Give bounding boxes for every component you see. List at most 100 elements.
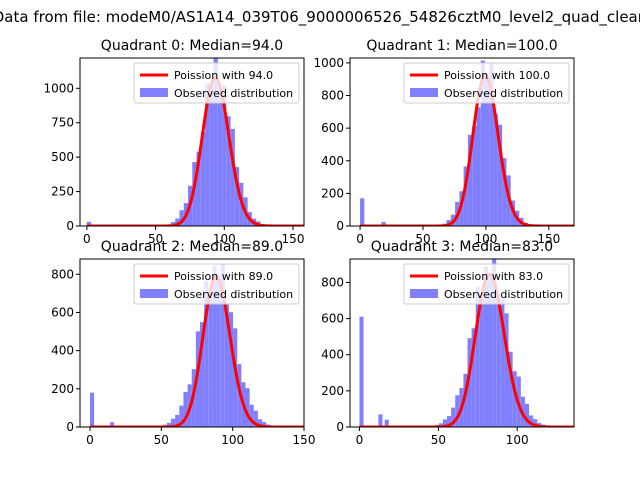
legend-bar-swatch (410, 289, 438, 298)
histogram-bar (171, 418, 176, 427)
histogram-bar (253, 410, 258, 427)
legend: Poission with 94.0 Observed distribution (133, 62, 300, 104)
x-tick-label: 150 (282, 232, 305, 246)
legend-label-poisson: Poission with 83.0 (444, 270, 543, 283)
quadrant-title: Quadrant 0: Median=94.0 (101, 38, 283, 54)
histogram-bar (208, 295, 213, 427)
axes-frame (349, 258, 575, 428)
histogram-bar (245, 388, 250, 427)
quadrant-2-panel: 0 50 100 150 0 200 400 600 800 Quadrant 2: Median… (51, 239, 315, 447)
legend: Poission with 89.0 Observed distribution (133, 263, 300, 305)
legend-label-poisson: Poission with 89.0 (174, 270, 273, 283)
histogram-bar (262, 422, 267, 427)
plot-area (359, 259, 574, 427)
x-tick-label: 150 (293, 433, 316, 447)
histogram-bar (463, 373, 468, 427)
histogram-bar (233, 328, 238, 427)
histogram-bar (217, 91, 223, 226)
histogram-bar (220, 263, 225, 427)
x-tick-label: 0 (86, 433, 94, 447)
axes-frame (79, 258, 305, 428)
histogram-bar (86, 221, 92, 226)
poisson-curve (359, 272, 574, 427)
histogram-bar (489, 63, 494, 226)
histogram-bar (451, 407, 456, 427)
y-tick-label: 400 (321, 348, 344, 362)
histogram-bar (200, 132, 206, 226)
histogram-bar (533, 419, 538, 427)
histogram-bar (212, 265, 217, 427)
histogram-bar (234, 167, 240, 226)
histogram-bar (524, 403, 530, 427)
histogram-bar (529, 415, 534, 427)
x-tick-label: 50 (154, 433, 169, 447)
axes-frame (349, 57, 575, 227)
legend-label-observed: Observed distribution (444, 87, 563, 100)
y-tick-label: 200 (51, 382, 74, 396)
quadrant-title: Quadrant 2: Median=89.0 (101, 239, 283, 255)
histogram-bar (502, 158, 507, 226)
histogram-bar (442, 419, 448, 427)
histogram-bar (249, 404, 254, 427)
legend-label-poisson: Poission with 94.0 (174, 69, 273, 82)
histogram-bar (183, 391, 188, 427)
histogram-bar (209, 85, 214, 226)
histogram-bar (179, 210, 184, 226)
quadrant-title: Quadrant 1: Median=100.0 (366, 38, 557, 54)
legend-label-poisson: Poission with 100.0 (444, 69, 550, 82)
histogram-bar (378, 414, 383, 427)
legend-label-observed: Observed distribution (444, 288, 563, 301)
y-tick-label: 400 (51, 344, 74, 358)
histogram-bar (492, 259, 497, 427)
histogram-bar (166, 422, 172, 427)
histogram-bar (228, 312, 234, 427)
histogram-bar (455, 395, 460, 427)
y-tick-label: 1000 (43, 81, 74, 95)
histogram-bar (475, 287, 480, 427)
histogram-bar (204, 280, 209, 427)
legend-bar-swatch (140, 289, 168, 298)
figure-title: Data from file: modeM0/AS1A14_039T06_900… (0, 8, 640, 27)
histogram-bar (447, 416, 452, 427)
histogram-bar (476, 107, 481, 226)
histogram-bar (493, 114, 498, 226)
quadrant-1-panel: 0 50 100 150 0 200 400 600 800 1000 Quadrant 1: Me… (313, 38, 575, 246)
y-tick-label: 1000 (313, 56, 344, 70)
x-tick-label: 50 (148, 232, 163, 246)
y-tick-label: 200 (321, 186, 344, 200)
histogram-bar (360, 198, 365, 226)
histogram-bar (359, 316, 364, 427)
histogram-bar (500, 299, 505, 427)
histogram-bar (224, 303, 229, 427)
histogram-bar (483, 266, 489, 427)
x-tick-label: 0 (356, 232, 364, 246)
histogram-bar (463, 166, 468, 226)
y-tick-label: 600 (51, 305, 74, 319)
histogram-bar (199, 322, 205, 427)
histogram-bar (196, 151, 201, 226)
y-tick-label: 750 (51, 116, 74, 130)
legend-label-observed: Observed distribution (174, 288, 293, 301)
y-tick-label: 500 (51, 150, 74, 164)
histogram-bar (504, 313, 509, 427)
histogram-bar (467, 338, 472, 427)
histogram-bar (480, 60, 486, 226)
histogram-bar (384, 419, 389, 427)
legend-bar-swatch (140, 88, 168, 97)
histogram-bar (230, 128, 235, 226)
y-tick-label: 600 (321, 312, 344, 326)
quadrant-3-panel: 0 50 100 0 200 400 600 800 Quadrant 3: Median=83… (321, 239, 575, 447)
histogram-bar (479, 298, 484, 427)
histogram-bar (205, 83, 210, 226)
histogram-bar (226, 116, 231, 226)
y-tick-label: 600 (321, 121, 344, 135)
histogram-bar (213, 58, 218, 226)
histogram-bar (467, 134, 473, 226)
histogram-bar (216, 275, 221, 427)
histogram-bar (175, 414, 180, 427)
y-tick-label: 400 (321, 154, 344, 168)
legend-label-observed: Observed distribution (174, 87, 293, 100)
histogram-bar (109, 422, 115, 427)
histogram-bar (175, 218, 180, 226)
